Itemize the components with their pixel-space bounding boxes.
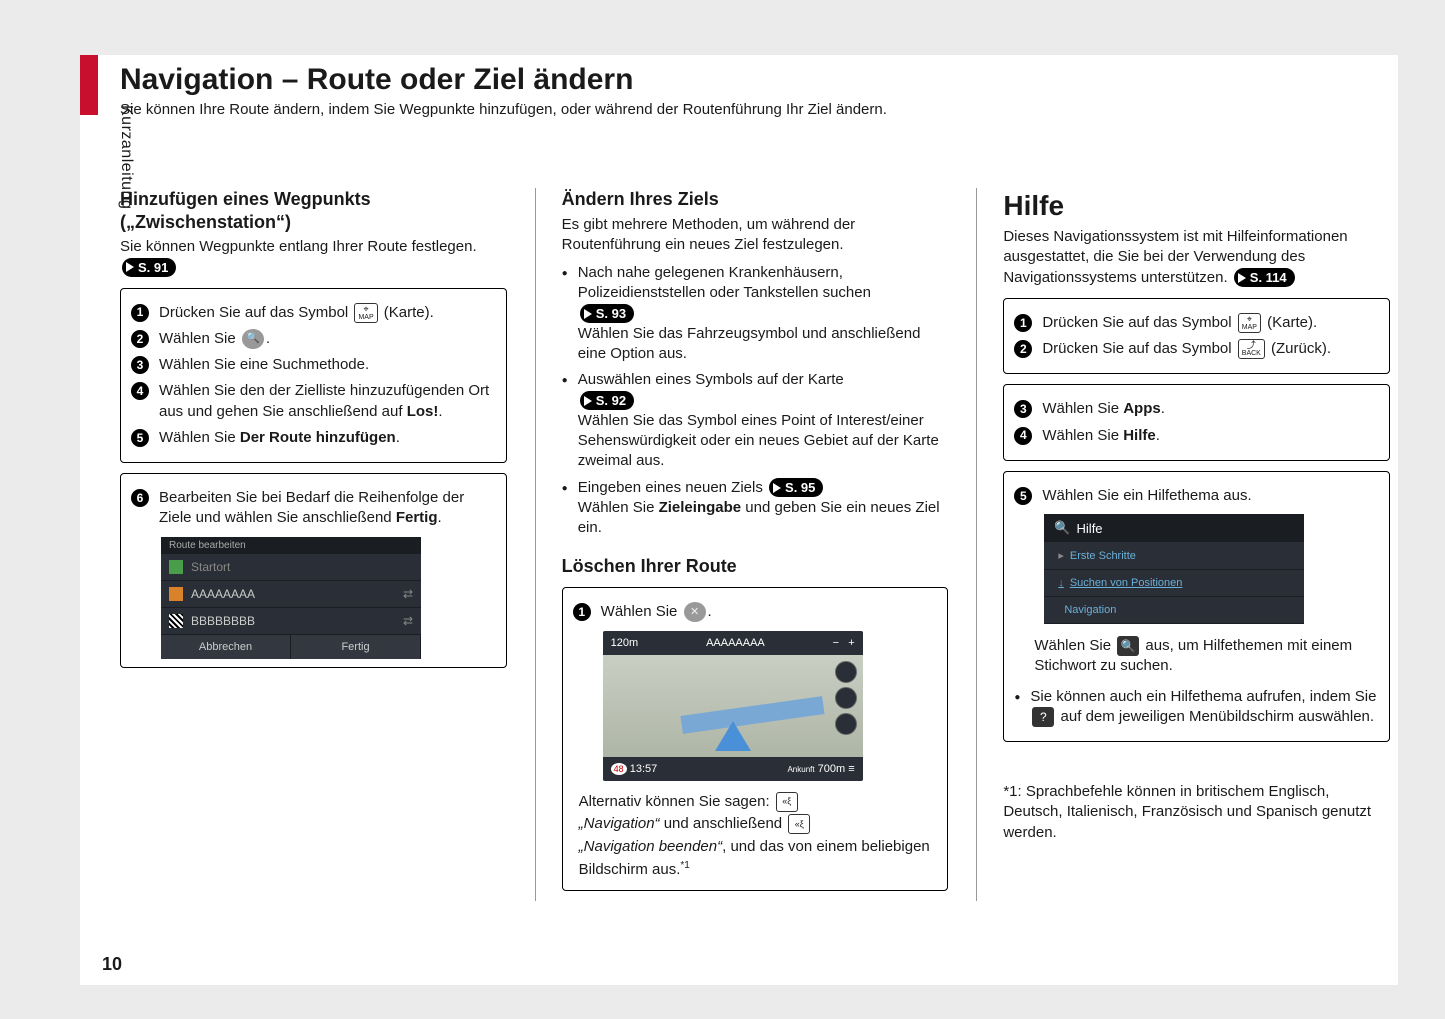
cancel-button: Abbrechen — [161, 635, 291, 659]
page-ref-95: S. 95 — [769, 478, 823, 498]
step-number: 1 — [573, 603, 591, 621]
list-item: Startort — [161, 554, 421, 581]
page-subtitle: Sie können Ihre Route ändern, indem Sie … — [120, 101, 1390, 118]
done-button: Fertig — [291, 635, 421, 659]
voice-alternative: Alternativ können Sie sagen: «ξ „Navigat… — [573, 791, 938, 882]
steps-box-1-5: 1 Drücken Sie auf das Symbol ⌖MAP (Karte… — [120, 288, 507, 464]
map-icon: ⌖MAP — [354, 303, 377, 323]
col3-intro: Dieses Navigationssystem ist mit Hilfein… — [1003, 227, 1390, 288]
voice-icon: «ξ — [788, 814, 810, 834]
bullet-2: Auswählen eines Symbols auf der Karte S.… — [562, 370, 949, 471]
step-number: 3 — [131, 356, 149, 374]
step-number: 4 — [1014, 427, 1032, 445]
page-ref-91: S. 91 — [122, 258, 176, 278]
step-5: 5 Wählen Sie Der Route hinzufügen. — [131, 428, 496, 448]
step-number: 2 — [1014, 340, 1032, 358]
page-title: Navigation – Route oder Ziel ändern — [120, 63, 1390, 97]
map-btn — [835, 661, 857, 683]
column-help: Hilfe Dieses Navigationssystem ist mit H… — [976, 188, 1390, 901]
help-step-5: 5 Wählen Sie ein Hilfethema aus. — [1014, 486, 1379, 506]
help-step-4: 4 Wählen Sie Hilfe. — [1014, 426, 1379, 446]
col2-intro: Es gibt mehrere Methoden, um während der… — [562, 215, 949, 256]
help-search-note: Wählen Sie 🔍 aus, um Hilfethemen mit ein… — [1034, 636, 1379, 677]
help-step-1: 1 Drücken Sie auf das Symbol ⌖MAP (Karte… — [1014, 313, 1379, 333]
help-bullet: Sie können auch ein Hilfethema aufrufen,… — [1014, 687, 1379, 728]
content-area: Navigation – Route oder Ziel ändern Sie … — [120, 63, 1390, 901]
cancel-icon: ✕ — [684, 602, 706, 622]
map-btn — [835, 687, 857, 709]
section-tab — [80, 55, 98, 115]
step-6: 6 Bearbeiten Sie bei Bedarf die Reihenfo… — [131, 488, 496, 529]
search-icon: 🔍 — [242, 329, 264, 349]
page-ref-114: S. 114 — [1234, 268, 1295, 288]
page-ref-93: S. 93 — [580, 304, 634, 324]
voice-icon: «ξ — [776, 792, 798, 812]
manual-page: Kurzanleitung Navigation – Route oder Zi… — [80, 55, 1398, 985]
footnote: *1: Sprachbefehle können in britischem E… — [1003, 782, 1390, 843]
step-2: 2 Wählen Sie 🔍. — [131, 329, 496, 349]
col1-heading: Hinzufügen eines Wegpunkts („Zwischensta… — [120, 188, 507, 233]
step-number: 1 — [1014, 314, 1032, 332]
search-icon: 🔍 — [1054, 520, 1070, 536]
step-number: 3 — [1014, 400, 1032, 418]
step-number: 1 — [131, 304, 149, 322]
column-change-dest: Ändern Ihres Ziels Es gibt mehrere Metho… — [535, 188, 949, 901]
column-layout: Hinzufügen eines Wegpunkts („Zwischensta… — [120, 188, 1390, 901]
bullet-3: Eingeben eines neuen Ziels S. 95 Wählen … — [562, 478, 949, 539]
map-icon: ⌖MAP — [1238, 313, 1261, 333]
help-step-5-box: 5 Wählen Sie ein Hilfethema aus. 🔍Hilfe … — [1003, 471, 1390, 742]
page-ref-92: S. 92 — [580, 391, 634, 411]
step-number: 2 — [131, 330, 149, 348]
step-3: 3 Wählen Sie eine Suchmethode. — [131, 355, 496, 375]
map-btn — [835, 713, 857, 735]
mock-route-editor: Route bearbeiten Startort AAAAAAAA⇄ BBBB… — [161, 537, 421, 659]
help-step-2: 2 Drücken Sie auf das Symbol ⤴BACK (Zurü… — [1014, 339, 1379, 359]
steps-box-6: 6 Bearbeiten Sie bei Bedarf die Reihenfo… — [120, 473, 507, 668]
help-steps-3-4: 3 Wählen Sie Apps. 4 Wählen Sie Hilfe. — [1003, 384, 1390, 461]
delete-step: 1 Wählen Sie ✕. — [573, 602, 938, 622]
col3-heading: Hilfe — [1003, 188, 1390, 223]
mock-map-screenshot: 120m AAAAAAAA − + 48 13:57 Ankunft 700m … — [603, 631, 863, 781]
col1-intro: Sie können Wegpunkte entlang Ihrer Route… — [120, 237, 507, 278]
list-item: BBBBBBBB⇄ — [161, 608, 421, 635]
col2-h3-delete: Löschen Ihrer Route — [562, 556, 949, 577]
step-4: 4 Wählen Sie den der Zielliste hinzuzufü… — [131, 381, 496, 422]
back-icon: ⤴BACK — [1238, 339, 1265, 359]
step-number: 5 — [131, 429, 149, 447]
mock-help-menu: 🔍Hilfe ▸Erste Schritte ↓Suchen von Posit… — [1044, 514, 1304, 624]
step-number: 6 — [131, 489, 149, 507]
list-item: ▸Erste Schritte — [1044, 542, 1304, 570]
help-steps-1-2: 1 Drücken Sie auf das Symbol ⌖MAP (Karte… — [1003, 298, 1390, 375]
step-number: 4 — [131, 382, 149, 400]
delete-route-box: 1 Wählen Sie ✕. 120m AAAAAAAA − + — [562, 587, 949, 890]
mock-buttons: Abbrechen Fertig — [161, 635, 421, 659]
bullet-1: Nach nahe gelegenen Krankenhäusern, Poli… — [562, 263, 949, 364]
search-icon: 🔍 — [1117, 636, 1139, 656]
help-step-3: 3 Wählen Sie Apps. — [1014, 399, 1379, 419]
question-icon: ? — [1032, 707, 1054, 727]
page-number: 10 — [102, 954, 122, 975]
col2-heading: Ändern Ihres Ziels — [562, 188, 949, 211]
list-item: ↓Suchen von Positionen — [1044, 570, 1304, 597]
step-1: 1 Drücken Sie auf das Symbol ⌖MAP (Karte… — [131, 303, 496, 323]
list-item: Navigation — [1044, 597, 1304, 624]
step-number: 5 — [1014, 487, 1032, 505]
column-add-waypoint: Hinzufügen eines Wegpunkts („Zwischensta… — [120, 188, 507, 901]
list-item: AAAAAAAA⇄ — [161, 581, 421, 608]
